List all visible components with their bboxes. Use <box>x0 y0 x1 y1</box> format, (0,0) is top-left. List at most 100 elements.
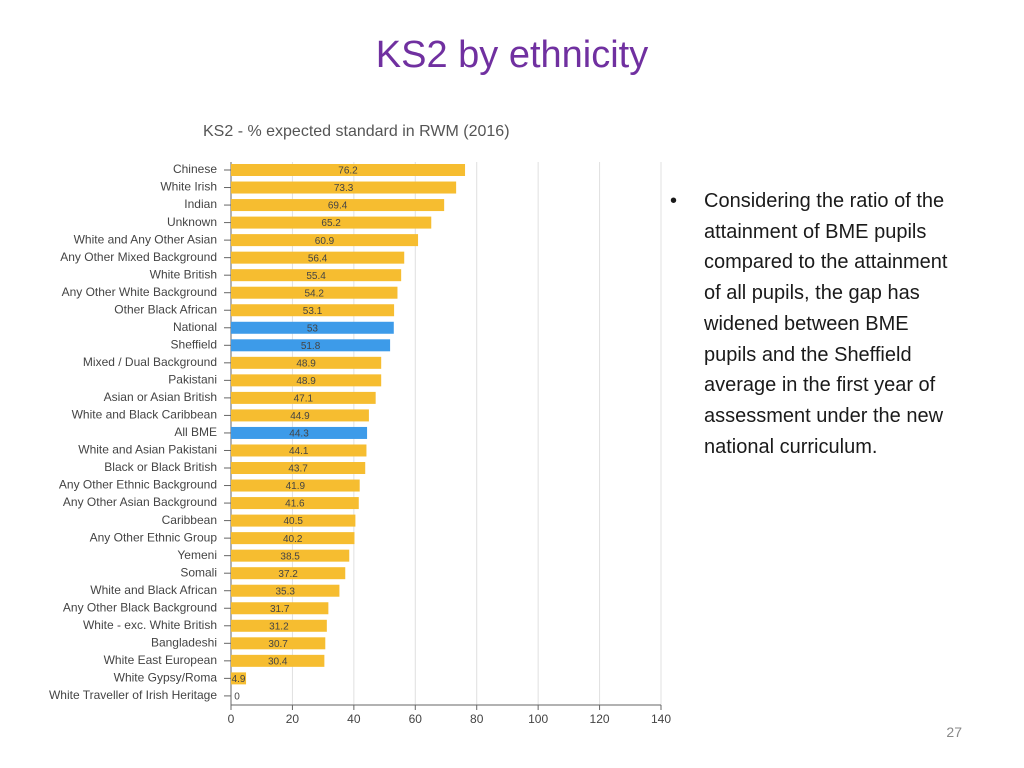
data-label: 38.5 <box>280 551 300 562</box>
y-tick-label: White Gypsy/Roma <box>114 671 218 685</box>
data-label: 48.9 <box>296 358 316 369</box>
bar <box>231 199 445 212</box>
data-label: 35.3 <box>275 586 295 597</box>
data-label: 47.1 <box>294 394 314 405</box>
y-tick-label: Black or Black British <box>104 460 217 474</box>
chart-title: KS2 - % expected standard in RWM (2016) <box>203 123 510 140</box>
y-tick-label: Any Other Mixed Background <box>60 250 217 264</box>
bar <box>231 602 329 615</box>
y-tick-label: Mixed / Dual Background <box>83 355 217 369</box>
data-label: 54.2 <box>305 288 325 299</box>
bar <box>231 479 360 492</box>
data-label: 43.7 <box>288 464 308 475</box>
bar <box>231 637 326 650</box>
y-tick-label: Any Other White Background <box>62 285 217 299</box>
bar <box>231 251 405 264</box>
bar <box>231 426 368 439</box>
bar <box>231 619 327 632</box>
data-label: 53.1 <box>303 306 323 317</box>
data-label: 44.1 <box>289 446 309 457</box>
data-label: 44.3 <box>289 429 309 440</box>
data-label: 55.4 <box>306 271 326 282</box>
x-tick-label: 0 <box>228 712 235 726</box>
data-label: 51.8 <box>301 341 321 352</box>
y-tick-label: White East European <box>104 653 217 667</box>
y-tick-label: Asian or Asian British <box>104 390 217 404</box>
y-tick-label: White - exc. White British <box>83 618 217 632</box>
data-label: 56.4 <box>308 253 328 264</box>
bar <box>231 549 350 562</box>
y-tick-label: White and Any Other Asian <box>74 232 217 246</box>
bar <box>231 339 391 352</box>
bar <box>231 391 376 404</box>
bar <box>231 444 367 457</box>
bar <box>231 216 432 229</box>
data-label: 41.6 <box>285 499 305 510</box>
x-tick-label: 60 <box>409 712 423 726</box>
data-label: 30.7 <box>268 639 288 650</box>
y-tick-label: Any Other Ethnic Background <box>59 478 217 492</box>
bar <box>231 497 359 510</box>
bar <box>231 532 355 545</box>
y-tick-label: Any Other Black Background <box>63 600 217 614</box>
y-tick-label: Bangladeshi <box>151 635 217 649</box>
bar <box>231 181 457 194</box>
data-label: 60.9 <box>315 236 335 247</box>
y-tick-label: Unknown <box>167 215 217 229</box>
data-label: 65.2 <box>321 218 341 229</box>
y-tick-label: Chinese <box>173 162 217 176</box>
y-tick-label: Yemeni <box>177 548 217 562</box>
data-label: 76.2 <box>338 166 358 177</box>
bullet-point: • Considering the ratio of the attainment… <box>670 186 966 462</box>
x-tick-label: 20 <box>286 712 300 726</box>
data-label: 31.7 <box>270 604 290 615</box>
bar <box>231 654 325 667</box>
bullet-text: Considering the ratio of the attainment … <box>704 190 948 458</box>
bar <box>231 356 382 369</box>
bar <box>231 514 356 527</box>
data-label: 40.2 <box>283 534 303 545</box>
data-label: 0 <box>234 692 240 703</box>
bar <box>231 584 340 597</box>
bar <box>231 567 346 580</box>
data-label: 44.9 <box>290 411 310 422</box>
y-tick-label: Other Black African <box>114 302 217 316</box>
x-tick-label: 40 <box>347 712 361 726</box>
bar <box>231 164 466 176</box>
data-label: 30.4 <box>268 656 288 667</box>
x-tick-label: 140 <box>651 712 671 726</box>
bullet-icon: • <box>670 190 678 212</box>
y-tick-label: Sheffield <box>171 337 217 351</box>
bar <box>231 321 394 334</box>
y-tick-label: White Traveller of Irish Heritage <box>49 688 217 702</box>
bar <box>231 409 369 422</box>
data-label: 40.5 <box>283 516 303 527</box>
bar <box>231 269 402 282</box>
data-label: 4.9 <box>232 674 246 685</box>
data-label: 31.2 <box>269 621 289 632</box>
data-label: 41.9 <box>286 481 306 492</box>
y-tick-label: White British <box>150 267 217 281</box>
y-tick-label: White Irish <box>160 180 217 194</box>
data-label: 48.9 <box>296 376 316 387</box>
y-tick-label: Pakistani <box>168 373 217 387</box>
y-tick-label: White and Asian Pakistani <box>78 443 217 457</box>
data-label: 73.3 <box>334 183 354 194</box>
y-tick-label: White and Black Caribbean <box>72 408 217 422</box>
bar <box>231 374 382 387</box>
y-tick-label: Caribbean <box>162 513 217 527</box>
bar <box>231 304 395 317</box>
slide-title: KS2 by ethnicity <box>375 34 649 76</box>
y-tick-label: National <box>173 320 217 334</box>
y-tick-label: Somali <box>180 565 217 579</box>
y-tick-label: Any Other Asian Background <box>63 495 217 509</box>
x-tick-label: 100 <box>528 712 548 726</box>
bar <box>231 234 419 247</box>
x-tick-label: 120 <box>590 712 610 726</box>
y-tick-label: All BME <box>174 425 217 439</box>
bar <box>231 672 247 685</box>
data-label: 69.4 <box>328 201 348 212</box>
data-label: 37.2 <box>278 569 298 580</box>
bar <box>231 286 398 299</box>
